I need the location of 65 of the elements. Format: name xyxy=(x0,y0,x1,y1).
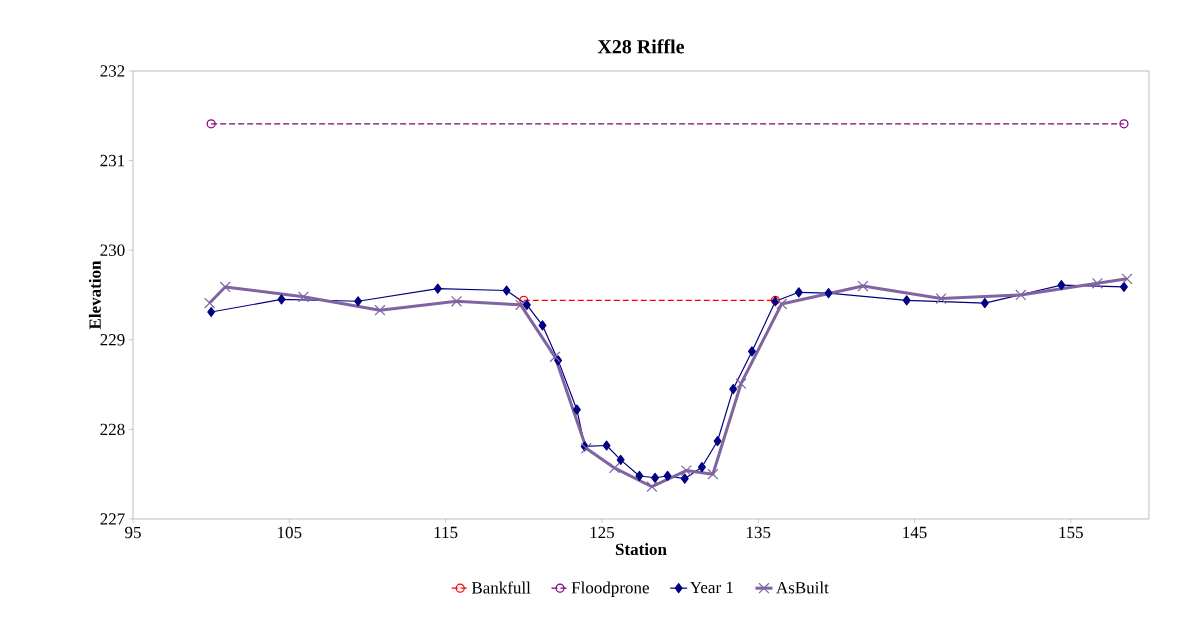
point xyxy=(651,472,660,483)
y-tick-label: 227 xyxy=(100,513,125,525)
point xyxy=(1057,280,1066,291)
y-axis-title: Elevation xyxy=(88,260,101,330)
point xyxy=(277,294,286,305)
point xyxy=(729,383,738,395)
point xyxy=(1091,277,1103,289)
x-tick-label: 105 xyxy=(278,526,302,539)
legend-label: Bankfull xyxy=(471,581,531,594)
y-tick-label: 228 xyxy=(100,423,125,436)
point xyxy=(519,295,529,305)
point xyxy=(824,288,833,299)
point xyxy=(707,468,719,480)
point xyxy=(680,465,692,477)
point xyxy=(646,481,658,493)
point xyxy=(735,378,747,390)
point xyxy=(713,435,722,447)
point xyxy=(354,296,363,307)
point xyxy=(515,299,527,311)
legend-label: Year 1 xyxy=(689,581,733,594)
point xyxy=(602,440,611,451)
point xyxy=(522,299,531,310)
point xyxy=(219,281,231,293)
x-tick-label: 125 xyxy=(590,526,614,539)
point xyxy=(776,298,788,310)
point xyxy=(857,280,869,292)
x-axis-title: Station xyxy=(615,543,667,556)
point xyxy=(747,346,756,357)
x-tick-label: 155 xyxy=(1059,526,1083,539)
point xyxy=(697,461,706,473)
x-tick-label: 145 xyxy=(903,526,927,539)
x-tick-label: 95 xyxy=(125,526,141,539)
y-tick-label: 232 xyxy=(100,65,125,77)
point xyxy=(549,351,561,363)
point xyxy=(297,291,309,303)
point xyxy=(935,293,947,305)
point xyxy=(616,454,625,465)
point xyxy=(680,473,689,484)
point xyxy=(794,287,803,298)
point xyxy=(538,320,547,331)
y-tick-label: 231 xyxy=(100,154,125,167)
point xyxy=(1121,273,1133,285)
point xyxy=(204,297,216,309)
x-tick-label: 115 xyxy=(434,526,458,539)
point xyxy=(902,295,911,306)
point xyxy=(1015,289,1027,301)
point xyxy=(980,297,989,309)
point xyxy=(451,295,463,307)
y-tick-label: 229 xyxy=(100,334,125,346)
legend-label: AsBuilt xyxy=(776,581,829,594)
point xyxy=(608,462,620,474)
point xyxy=(1119,119,1129,129)
point xyxy=(502,285,511,296)
point xyxy=(572,404,581,415)
point xyxy=(207,306,216,318)
y-tick-label: 230 xyxy=(100,244,125,256)
x-tick-label: 135 xyxy=(746,526,771,539)
point xyxy=(206,119,216,129)
point xyxy=(433,283,442,294)
chart-title: X28 Riffle xyxy=(597,39,685,54)
point xyxy=(635,470,644,482)
point xyxy=(374,304,386,316)
point xyxy=(663,470,672,482)
point xyxy=(1119,281,1128,293)
legend-label: Floodprone xyxy=(571,581,649,597)
